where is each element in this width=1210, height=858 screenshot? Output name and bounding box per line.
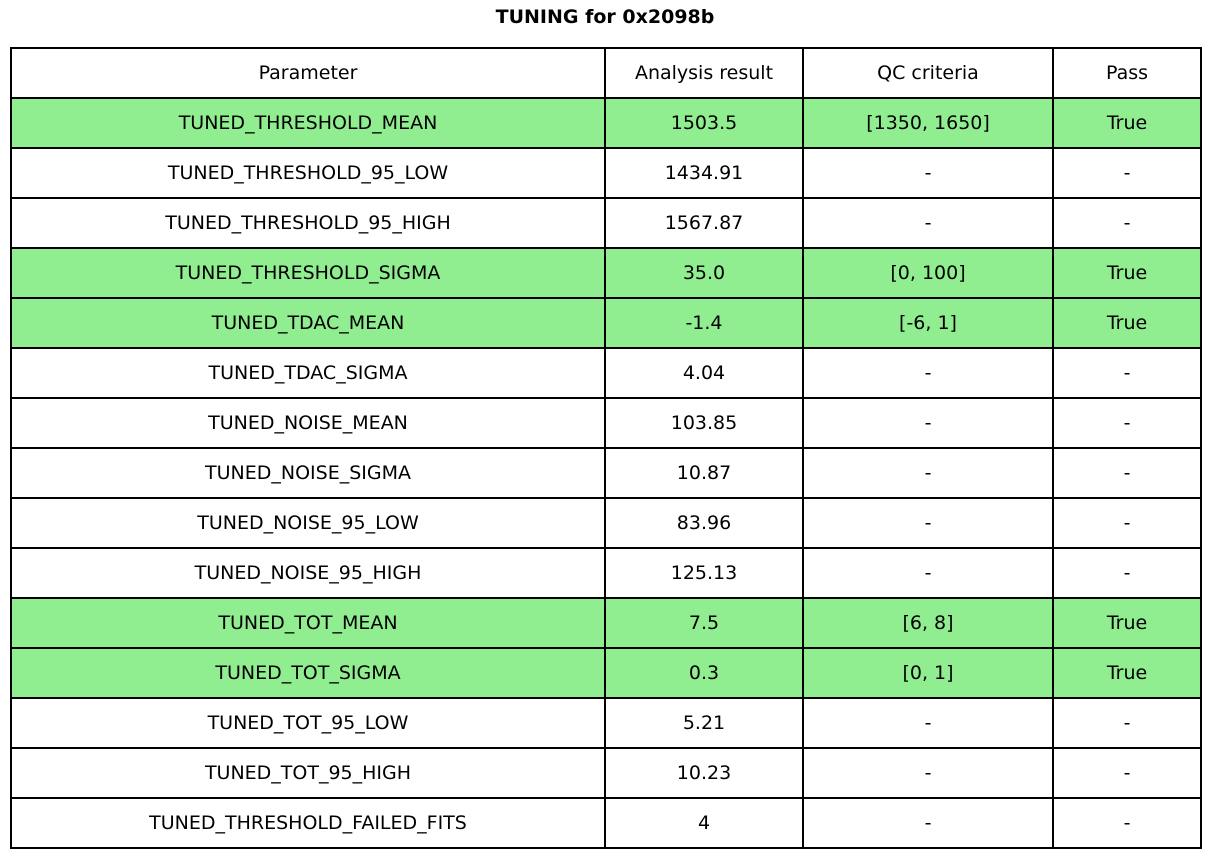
parameter-cell: TUNED_TDAC_MEAN bbox=[10, 297, 606, 349]
page-title: TUNING for 0x2098b bbox=[495, 6, 715, 28]
result-cell: 5.21 bbox=[604, 697, 804, 749]
parameter-cell: TUNED_NOISE_SIGMA bbox=[10, 447, 606, 499]
table-row: TUNED_NOISE_MEAN 103.85 - - bbox=[10, 397, 1202, 449]
result-cell: 7.5 bbox=[604, 597, 804, 649]
parameter-cell: TUNED_TDAC_SIGMA bbox=[10, 347, 606, 399]
table-row: TUNED_TDAC_MEAN -1.4 [-6, 1] True bbox=[10, 297, 1202, 349]
pass-cell: - bbox=[1052, 797, 1202, 849]
result-cell: 0.3 bbox=[604, 647, 804, 699]
header-row: Parameter Analysis result QC criteria Pa… bbox=[10, 47, 1202, 99]
result-cell: 4.04 bbox=[604, 347, 804, 399]
pass-cell: - bbox=[1052, 747, 1202, 799]
pass-cell: - bbox=[1052, 447, 1202, 499]
parameter-cell: TUNED_TOT_MEAN bbox=[10, 597, 606, 649]
pass-cell: True bbox=[1052, 97, 1202, 149]
criteria-cell: [0, 1] bbox=[802, 647, 1054, 699]
result-cell: 125.13 bbox=[604, 547, 804, 599]
criteria-cell: - bbox=[802, 447, 1054, 499]
table-body: TUNED_THRESHOLD_MEAN 1503.5 [1350, 1650]… bbox=[10, 97, 1202, 849]
pass-cell: - bbox=[1052, 497, 1202, 549]
parameter-cell: TUNED_THRESHOLD_95_HIGH bbox=[10, 197, 606, 249]
criteria-cell: - bbox=[802, 747, 1054, 799]
table-row: TUNED_TDAC_SIGMA 4.04 - - bbox=[10, 347, 1202, 399]
pass-cell: - bbox=[1052, 147, 1202, 199]
qc-table: Parameter Analysis result QC criteria Pa… bbox=[10, 47, 1202, 849]
result-cell: 10.87 bbox=[604, 447, 804, 499]
table-row: TUNED_NOISE_95_HIGH 125.13 - - bbox=[10, 547, 1202, 599]
parameter-cell: TUNED_THRESHOLD_95_LOW bbox=[10, 147, 606, 199]
criteria-cell: [6, 8] bbox=[802, 597, 1054, 649]
table-row: TUNED_TOT_95_HIGH 10.23 - - bbox=[10, 747, 1202, 799]
column-header-pass: Pass bbox=[1052, 47, 1202, 99]
table-row: TUNED_TOT_95_LOW 5.21 - - bbox=[10, 697, 1202, 749]
table-row: TUNED_NOISE_95_LOW 83.96 - - bbox=[10, 497, 1202, 549]
pass-cell: - bbox=[1052, 347, 1202, 399]
column-header-parameter: Parameter bbox=[10, 47, 606, 99]
parameter-cell: TUNED_NOISE_95_LOW bbox=[10, 497, 606, 549]
result-cell: 35.0 bbox=[604, 247, 804, 299]
criteria-cell: [-6, 1] bbox=[802, 297, 1054, 349]
parameter-cell: TUNED_THRESHOLD_FAILED_FITS bbox=[10, 797, 606, 849]
pass-cell: True bbox=[1052, 597, 1202, 649]
result-cell: 4 bbox=[604, 797, 804, 849]
result-cell: 1567.87 bbox=[604, 197, 804, 249]
pass-cell: - bbox=[1052, 197, 1202, 249]
result-cell: 10.23 bbox=[604, 747, 804, 799]
parameter-cell: TUNED_THRESHOLD_MEAN bbox=[10, 97, 606, 149]
criteria-cell: [1350, 1650] bbox=[802, 97, 1054, 149]
table-row: TUNED_THRESHOLD_MEAN 1503.5 [1350, 1650]… bbox=[10, 97, 1202, 149]
column-header-analysis-result: Analysis result bbox=[604, 47, 804, 99]
table-row: TUNED_NOISE_SIGMA 10.87 - - bbox=[10, 447, 1202, 499]
criteria-cell: - bbox=[802, 797, 1054, 849]
table-row: TUNED_THRESHOLD_FAILED_FITS 4 - - bbox=[10, 797, 1202, 849]
pass-cell: - bbox=[1052, 697, 1202, 749]
pass-cell: True bbox=[1052, 247, 1202, 299]
pass-cell: True bbox=[1052, 297, 1202, 349]
pass-cell: - bbox=[1052, 397, 1202, 449]
result-cell: 1503.5 bbox=[604, 97, 804, 149]
parameter-cell: TUNED_TOT_SIGMA bbox=[10, 647, 606, 699]
criteria-cell: - bbox=[802, 697, 1054, 749]
table-row: TUNED_THRESHOLD_SIGMA 35.0 [0, 100] True bbox=[10, 247, 1202, 299]
parameter-cell: TUNED_NOISE_MEAN bbox=[10, 397, 606, 449]
pass-cell: - bbox=[1052, 547, 1202, 599]
table-row: TUNED_THRESHOLD_95_LOW 1434.91 - - bbox=[10, 147, 1202, 199]
parameter-cell: TUNED_THRESHOLD_SIGMA bbox=[10, 247, 606, 299]
criteria-cell: - bbox=[802, 547, 1054, 599]
result-cell: -1.4 bbox=[604, 297, 804, 349]
result-cell: 103.85 bbox=[604, 397, 804, 449]
table-row: TUNED_TOT_SIGMA 0.3 [0, 1] True bbox=[10, 647, 1202, 699]
result-cell: 83.96 bbox=[604, 497, 804, 549]
parameter-cell: TUNED_TOT_95_LOW bbox=[10, 697, 606, 749]
criteria-cell: - bbox=[802, 197, 1054, 249]
criteria-cell: - bbox=[802, 147, 1054, 199]
parameter-cell: TUNED_TOT_95_HIGH bbox=[10, 747, 606, 799]
table-row: TUNED_TOT_MEAN 7.5 [6, 8] True bbox=[10, 597, 1202, 649]
parameter-cell: TUNED_NOISE_95_HIGH bbox=[10, 547, 606, 599]
column-header-qc-criteria: QC criteria bbox=[802, 47, 1054, 99]
table-row: TUNED_THRESHOLD_95_HIGH 1567.87 - - bbox=[10, 197, 1202, 249]
criteria-cell: - bbox=[802, 347, 1054, 399]
result-cell: 1434.91 bbox=[604, 147, 804, 199]
criteria-cell: - bbox=[802, 397, 1054, 449]
pass-cell: True bbox=[1052, 647, 1202, 699]
criteria-cell: [0, 100] bbox=[802, 247, 1054, 299]
criteria-cell: - bbox=[802, 497, 1054, 549]
